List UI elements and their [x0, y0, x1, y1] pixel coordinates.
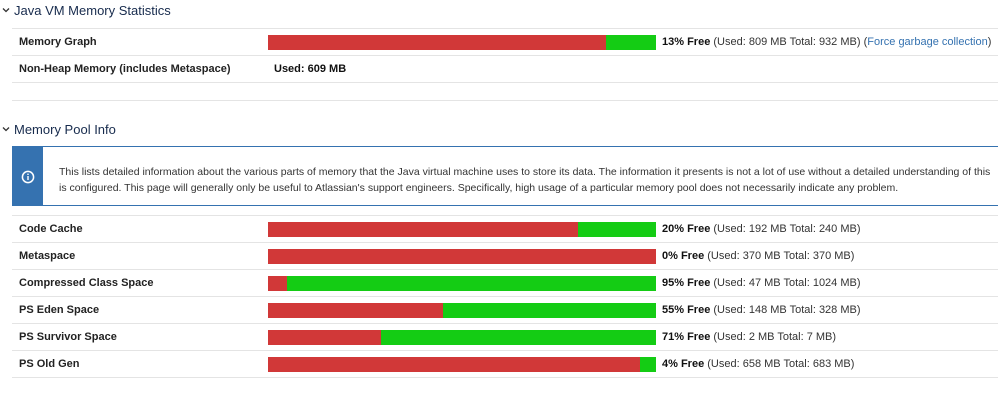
jvm-stats-table: Memory Graph 13% Free (Used: 809 MB Tota… [12, 28, 998, 83]
pool-free-fill [442, 302, 656, 318]
nonheap-value: Used: 609 MB [274, 63, 347, 75]
pool-section-header[interactable]: Memory Pool Info [0, 119, 116, 139]
memory-graph-label: Memory Graph [12, 28, 268, 56]
pool-free-fill [380, 329, 656, 345]
pool-bar [268, 275, 656, 291]
info-message: This lists detailed information about th… [12, 146, 998, 206]
table-row: Metaspace 0% Free (Used: 370 MB Total: 3… [12, 242, 998, 270]
pool-label: PS Old Gen [12, 350, 268, 378]
table-row: PS Old Gen 4% Free (Used: 658 MB Total: … [12, 350, 998, 378]
jvm-section-title: Java VM Memory Statistics [14, 2, 171, 18]
pool-free-fill [578, 221, 656, 237]
pool-label: PS Eden Space [12, 296, 268, 324]
memory-graph-bar [268, 34, 656, 50]
pool-detail: (Used: 370 MB Total: 370 MB) [707, 250, 855, 262]
pool-detail: (Used: 2 MB Total: 7 MB) [713, 331, 837, 343]
pool-detail: (Used: 192 MB Total: 240 MB) [713, 223, 861, 235]
table-row: PS Survivor Space 71% Free (Used: 2 MB T… [12, 323, 998, 351]
memory-graph-free-fill [605, 34, 656, 50]
pool-detail: (Used: 47 MB Total: 1024 MB) [713, 277, 861, 289]
pool-free-text: 4% Free [662, 358, 705, 370]
info-message-text: This lists detailed information about th… [59, 166, 991, 194]
table-row: Compressed Class Space 95% Free (Used: 4… [12, 269, 998, 297]
force-gc-link[interactable]: Force garbage collection [867, 36, 988, 48]
memory-graph-free-text: 13% Free [662, 36, 711, 48]
table-row: PS Eden Space 55% Free (Used: 148 MB Tot… [12, 296, 998, 324]
pool-free-text: 71% Free [662, 331, 711, 343]
chevron-down-icon [2, 127, 10, 132]
chevron-down-icon [2, 8, 10, 13]
memory-graph-detail: (Used: 809 MB Total: 932 MB) [713, 36, 861, 48]
pool-section-title: Memory Pool Info [14, 121, 116, 137]
pool-free-text: 20% Free [662, 223, 711, 235]
memory-pool-table: Code Cache 20% Free (Used: 192 MB Total:… [12, 215, 998, 378]
pool-bar [268, 329, 656, 345]
pool-bar [268, 302, 656, 318]
pool-free-fill [287, 275, 656, 291]
pool-free-text: 55% Free [662, 304, 711, 316]
section-divider [12, 100, 998, 101]
jvm-section-header[interactable]: Java VM Memory Statistics [0, 0, 171, 20]
pool-free-fill [640, 356, 656, 372]
pool-bar [268, 221, 656, 237]
pool-bar [268, 248, 656, 264]
nonheap-label: Non-Heap Memory (includes Metaspace) [12, 55, 268, 83]
pool-label: Code Cache [12, 215, 268, 243]
pool-label: Metaspace [12, 242, 268, 270]
table-row: Memory Graph 13% Free (Used: 809 MB Tota… [12, 28, 998, 56]
pool-detail: (Used: 658 MB Total: 683 MB) [707, 358, 855, 370]
pool-label: PS Survivor Space [12, 323, 268, 351]
table-row: Code Cache 20% Free (Used: 192 MB Total:… [12, 215, 998, 243]
pool-bar [268, 356, 656, 372]
pool-free-text: 95% Free [662, 277, 711, 289]
info-icon [21, 170, 35, 184]
pool-free-text: 0% Free [662, 250, 705, 262]
pool-label: Compressed Class Space [12, 269, 268, 297]
pool-detail: (Used: 148 MB Total: 328 MB) [713, 304, 861, 316]
table-row: Non-Heap Memory (includes Metaspace) Use… [12, 55, 998, 83]
